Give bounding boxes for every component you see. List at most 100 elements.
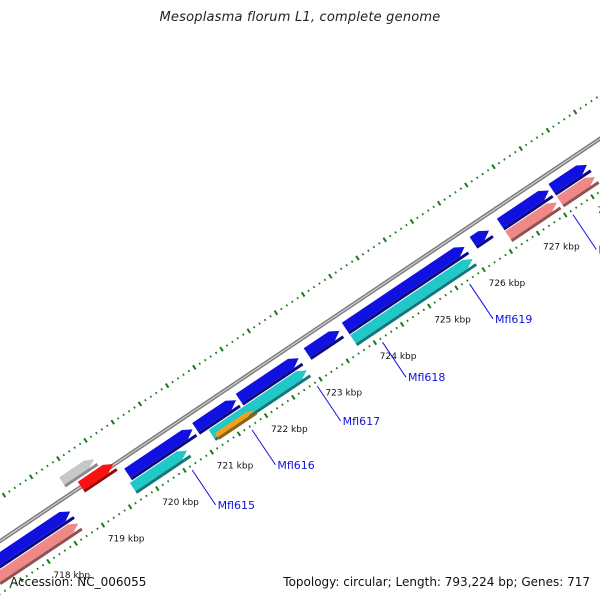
feature-red-arrow	[77, 463, 114, 491]
outer-tick	[579, 107, 582, 110]
outer-tick	[508, 154, 512, 158]
inner-tick	[508, 248, 514, 255]
inner-tick	[134, 501, 137, 505]
cds-forward-shadow	[502, 195, 554, 231]
outer-tick	[236, 336, 240, 340]
outer-tick	[535, 136, 539, 139]
inner-tick	[542, 228, 545, 231]
outer-tick	[481, 172, 484, 176]
inner-tick	[433, 301, 436, 304]
inner-tick	[395, 326, 398, 330]
outer-tick	[122, 413, 125, 417]
outer-tick	[459, 187, 463, 190]
outer-tick	[563, 118, 566, 121]
inner-tick	[427, 303, 432, 309]
outer-tick	[300, 291, 306, 298]
outer-tick	[328, 273, 333, 279]
outer-tick	[345, 263, 348, 267]
inner-tick	[553, 220, 556, 224]
outer-tick	[110, 419, 115, 425]
inner-tick	[580, 202, 583, 206]
inner-tick	[161, 483, 164, 487]
inner-tick	[205, 454, 208, 458]
outer-tick	[83, 437, 88, 444]
inner-tick	[177, 472, 181, 476]
outer-tick	[73, 446, 76, 449]
outer-tick	[269, 315, 272, 318]
inner-tick	[520, 242, 523, 246]
outer-tick	[590, 99, 593, 103]
inner-tick	[318, 376, 323, 382]
cds-forward-shadow	[130, 433, 198, 481]
inner-tick	[351, 355, 355, 359]
feature-orange-arrow	[214, 409, 255, 438]
outer-tick	[242, 333, 245, 336]
feature-red-shadow	[83, 468, 118, 493]
outer-tick	[40, 468, 44, 471]
inner-tick	[297, 392, 300, 395]
cds-reverse-arrow	[556, 176, 596, 205]
inner-tick	[209, 449, 214, 455]
feature-gray-arrow	[59, 459, 95, 485]
inner-tick	[569, 210, 572, 213]
inner-tick	[270, 410, 273, 414]
outer-tick	[219, 346, 224, 352]
outer-tick	[584, 103, 588, 107]
inner-tick	[384, 334, 387, 337]
outer-tick	[388, 234, 392, 238]
outer-tick	[518, 145, 523, 152]
inner-tick	[389, 330, 393, 333]
outer-tick	[137, 401, 143, 407]
inner-tick	[52, 556, 56, 560]
outer-tick-ring	[1, 96, 599, 498]
outer-tick	[231, 340, 234, 344]
outer-tick	[421, 212, 425, 216]
inner-tick	[531, 235, 534, 239]
outer-tick	[13, 486, 17, 490]
outer-tick	[541, 132, 544, 136]
outer-tick	[285, 304, 289, 307]
cds-forward-shadow	[241, 362, 304, 406]
cds-forward-arrow	[124, 429, 193, 478]
outer-tick	[127, 409, 131, 413]
outer-tick	[491, 164, 496, 170]
inner-tick	[199, 458, 203, 461]
outer-tick	[557, 121, 561, 125]
gene-label: Mfl616	[277, 459, 314, 472]
inner-tick	[493, 261, 496, 264]
inner-tick	[487, 264, 491, 268]
inner-tick	[107, 520, 110, 523]
cds-reverse-arrow	[505, 202, 557, 240]
outer-tick	[187, 369, 191, 373]
outer-tick	[28, 474, 34, 480]
gene-label-line	[572, 214, 597, 250]
gene-label-line	[382, 342, 407, 378]
tick-label: 719 kbp	[108, 534, 145, 544]
outer-tick	[409, 218, 415, 225]
inner-tick	[406, 319, 409, 323]
inner-tick	[563, 212, 568, 218]
cds-forward-arrow	[303, 330, 340, 358]
outer-tick	[470, 180, 473, 183]
outer-tick	[416, 216, 419, 220]
tick-label: 724 kbp	[380, 352, 417, 362]
outer-tick	[149, 395, 153, 398]
outer-tick	[427, 209, 430, 212]
outer-tick	[171, 380, 174, 384]
inner-tick	[155, 485, 160, 492]
inner-tick	[357, 352, 360, 355]
cds-forward-shadow	[0, 516, 75, 569]
inner-tick	[73, 540, 78, 546]
inner-tick	[150, 490, 154, 494]
outer-tick	[78, 442, 82, 446]
outer-tick	[443, 198, 446, 201]
inner-tick	[417, 312, 420, 315]
inner-tick	[188, 465, 192, 468]
outer-tick	[524, 143, 528, 147]
outer-tick	[252, 326, 256, 329]
outer-tick	[24, 479, 27, 482]
outer-tick	[8, 490, 11, 493]
inner-tick	[454, 285, 459, 291]
outer-tick	[263, 318, 267, 322]
outer-tick	[214, 351, 218, 355]
